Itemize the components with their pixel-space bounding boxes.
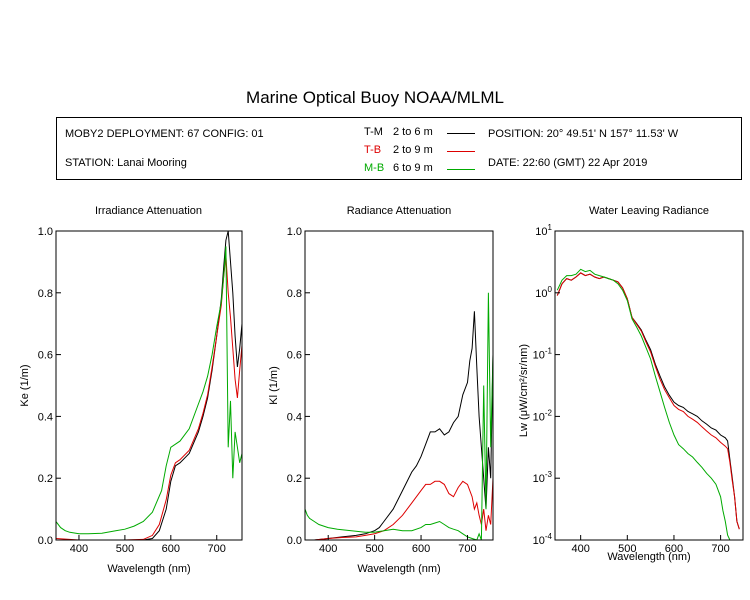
legend-code-tb: T-B [364, 144, 382, 156]
radiance-ylabel: Kl (1/m) [268, 366, 280, 405]
radiance-xtick-label: 700 [458, 543, 476, 555]
water-leaving-ylabel: Lw (μW/cm²/sr/nm) [518, 344, 530, 437]
info-box: MOBY2 DEPLOYMENT: 67 CONFIG: 01 STATION:… [56, 117, 742, 180]
irradiance-ytick-label: 1.0 [38, 226, 53, 238]
legend-code-tm: T-M [364, 126, 383, 138]
chart-title-water-leaving: Water Leaving Radiance [588, 205, 710, 217]
legend-line-tm [447, 133, 475, 134]
water-leaving-xtick-label: 400 [571, 543, 589, 555]
irradiance-ytick-label: 0.0 [38, 535, 53, 547]
water-leaving-xlabel: Wavelength (nm) [607, 551, 690, 563]
legend-range-tm: 2 to 6 m [393, 126, 433, 138]
irradiance-plot-frame [55, 230, 243, 541]
water-leaving-xtick-label: 600 [665, 543, 683, 555]
radiance-ytick-label: 0.2 [287, 473, 302, 485]
page-title: Marine Optical Buoy NOAA/MLML [246, 88, 504, 107]
water-leaving-series-2 [556, 268, 731, 540]
irradiance-xtick-label: 600 [162, 543, 180, 555]
irradiance-ytick-label: 0.8 [38, 288, 53, 300]
radiance-ytick-label: 0.8 [287, 288, 302, 300]
chart-title-irradiance: Irradiance Attenuation [94, 205, 203, 217]
radiance-ytick-label: 0.4 [287, 411, 302, 423]
irradiance-xtick-label: 400 [70, 543, 88, 555]
chart-title-radiance: Radiance Attenuation [346, 205, 452, 217]
water-leaving-ytick-label: 100 [535, 285, 552, 300]
radiance-xtick-label: 400 [319, 543, 337, 555]
irradiance-ytick-label: 0.4 [38, 411, 53, 423]
radiance-series-1 [305, 478, 493, 540]
water-leaving-ytick-label: 10-2 [533, 408, 553, 423]
radiance-xlabel: Wavelength (nm) [357, 563, 440, 575]
water-leaving-ytick-label: 10-1 [533, 347, 553, 362]
radiance-xtick-label: 600 [412, 543, 430, 555]
radiance-ytick-label: 0.6 [287, 350, 302, 362]
water-leaving-series-1 [556, 272, 740, 530]
irradiance-xtick-label: 700 [208, 543, 226, 555]
deployment-text: MOBY2 DEPLOYMENT: 67 CONFIG: 01 [65, 128, 264, 140]
radiance-series-2 [305, 292, 493, 540]
water-leaving-ytick-label: 10-3 [533, 470, 553, 485]
irradiance-xlabel: Wavelength (nm) [107, 563, 190, 575]
radiance-ytick-label: 0.0 [287, 535, 302, 547]
irradiance-xtick-label: 500 [116, 543, 134, 555]
irradiance-series-2 [56, 246, 242, 535]
legend-line-mb [447, 169, 475, 170]
irradiance-series-0 [56, 231, 242, 540]
water-leaving-plot-frame [554, 230, 744, 541]
radiance-series-0 [305, 311, 493, 540]
radiance-ytick-label: 1.0 [287, 226, 302, 238]
legend-range-mb: 6 to 9 m [393, 162, 433, 174]
water-leaving-ytick-label: 101 [535, 223, 552, 238]
position-text: POSITION: 20° 49.51' N 157° 11.53' W [488, 128, 679, 140]
water-leaving-xtick-label: 700 [711, 543, 729, 555]
irradiance-series-1 [56, 255, 242, 540]
irradiance-ytick-label: 0.6 [38, 350, 53, 362]
irradiance-ytick-label: 0.2 [38, 473, 53, 485]
date-text: DATE: 22:60 (GMT) 22 Apr 2019 [488, 157, 648, 169]
radiance-xtick-label: 500 [365, 543, 383, 555]
legend-line-tb [447, 151, 475, 152]
irradiance-ylabel: Ke (1/m) [19, 364, 31, 406]
water-leaving-xtick-label: 500 [618, 543, 636, 555]
station-text: STATION: Lanai Mooring [65, 157, 187, 169]
water-leaving-ytick-label: 10-4 [533, 532, 553, 547]
legend-code-mb: M-B [364, 162, 385, 174]
legend-range-tb: 2 to 9 m [393, 144, 433, 156]
water-leaving-series-0 [556, 272, 740, 530]
radiance-plot-frame [304, 230, 494, 541]
